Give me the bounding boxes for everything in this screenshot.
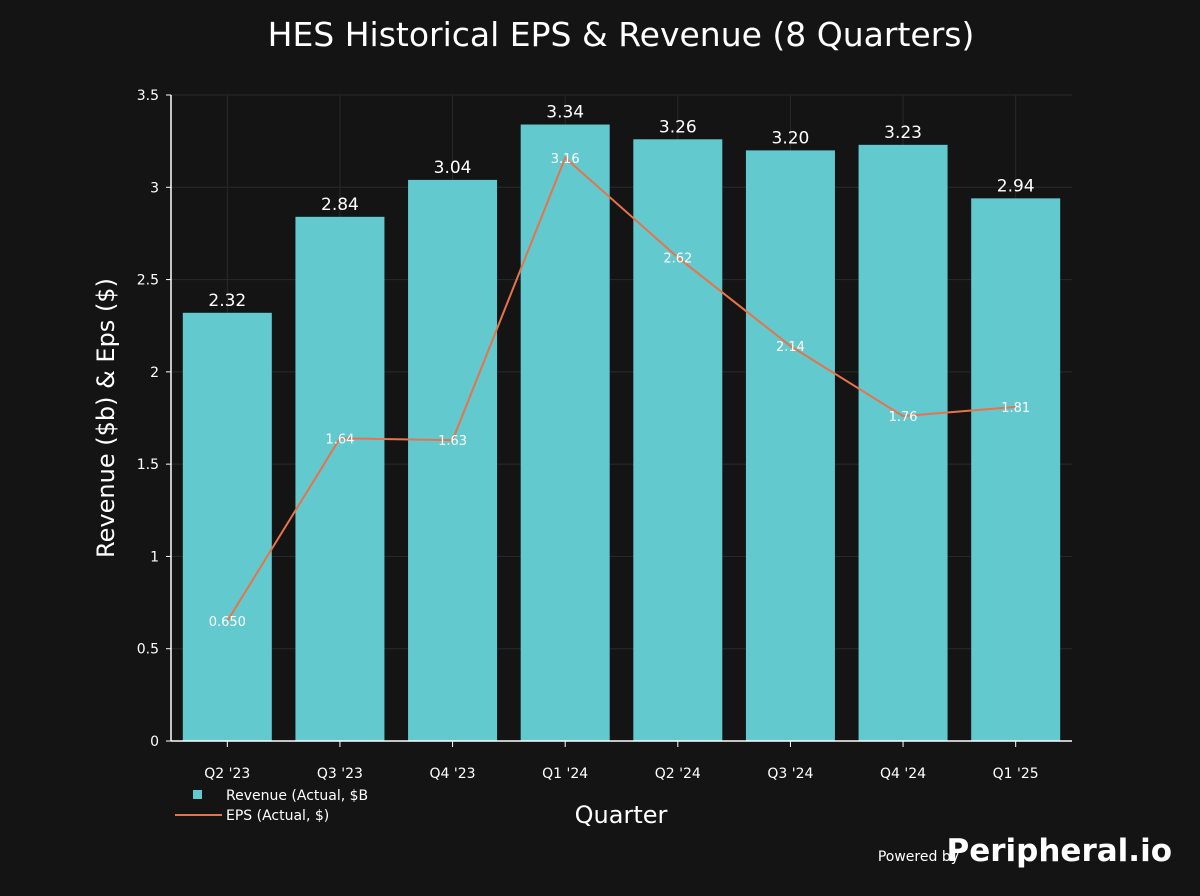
x-tick-label: Q1 '24 (542, 766, 588, 782)
revenue-bar (858, 144, 948, 741)
branding: Powered by Peripheral.io (878, 833, 1172, 869)
revenue-bar (633, 139, 723, 742)
revenue-bar-label: 2.32 (208, 291, 246, 311)
x-tick-label: Q2 '23 (204, 766, 250, 782)
revenue-bar-label: 3.23 (884, 123, 922, 143)
x-tick-label: Q3 '23 (317, 766, 363, 782)
x-tick-label: Q2 '24 (655, 766, 701, 782)
y-tick-label: 1.5 (137, 457, 159, 473)
eps-line-layer: 0.650 1.64 1.63 3.16 2.62 2.14 1.76 1.81 (209, 152, 1030, 630)
y-ticks-layer: 0 0.5 1 1.5 2 2.5 3 3.5 (137, 88, 171, 750)
x-tick-label: Q4 '24 (880, 766, 926, 782)
revenue-bar-label: 2.84 (321, 195, 359, 215)
eps-point-label: 3.16 (551, 152, 580, 167)
bar-labels-layer: 2.32 2.84 3.04 3.34 3.26 3.20 3.23 2.94 (208, 103, 1034, 311)
revenue-bar-label: 3.04 (434, 158, 472, 178)
y-axis-title: Revenue ($b) & Eps ($) (92, 278, 120, 558)
eps-point-label: 1.64 (325, 432, 354, 447)
revenue-bar-label: 3.26 (659, 117, 697, 137)
eps-point-label: 1.81 (1001, 401, 1030, 416)
revenue-bar (745, 150, 835, 741)
chart-title: HES Historical EPS & Revenue (8 Quarters… (268, 15, 975, 54)
y-tick-label: 1 (150, 549, 159, 565)
revenue-bar-label: 3.20 (772, 128, 810, 148)
y-tick-label: 3 (150, 180, 159, 196)
revenue-bar (295, 216, 385, 741)
x-tick-label: Q1 '25 (993, 766, 1039, 782)
y-tick-label: 2 (150, 365, 159, 381)
legend-revenue-swatch (193, 790, 202, 799)
x-tick-label: Q3 '24 (767, 766, 813, 782)
legend-revenue-label: Revenue (Actual, $B (226, 788, 368, 804)
eps-point-label: 1.63 (438, 434, 467, 449)
y-tick-label: 2.5 (137, 273, 159, 289)
revenue-bar-label: 3.34 (546, 103, 584, 123)
eps-point-label: 2.62 (663, 251, 692, 266)
x-tick-label: Q4 '23 (430, 766, 476, 782)
x-axis-title: Quarter (575, 801, 668, 829)
eps-line (226, 156, 1016, 622)
eps-point-label: 0.650 (209, 615, 246, 630)
y-tick-label: 0.5 (137, 642, 159, 658)
revenue-bar (971, 198, 1061, 742)
x-ticks-layer: Q2 '23 Q3 '23 Q4 '23 Q1 '24 Q2 '24 Q3 '24 Q4 '… (204, 741, 1039, 782)
revenue-bar (182, 312, 272, 741)
brand-logo-text: Peripheral.io (947, 833, 1172, 869)
revenue-bar (408, 179, 498, 742)
axes-layer (170, 95, 1072, 742)
revenue-bar-label: 2.94 (997, 176, 1035, 196)
legend: Revenue (Actual, $B EPS (Actual, $) (175, 788, 368, 824)
y-tick-label: 3.5 (137, 88, 159, 104)
eps-point-label: 1.76 (889, 410, 918, 425)
y-tick-label: 0 (150, 734, 159, 750)
eps-point-label: 2.14 (776, 340, 805, 355)
legend-eps-label: EPS (Actual, $) (226, 808, 329, 824)
revenue-bar (520, 124, 610, 741)
bars-layer (182, 124, 1061, 742)
powered-by-text: Powered by (878, 849, 959, 865)
